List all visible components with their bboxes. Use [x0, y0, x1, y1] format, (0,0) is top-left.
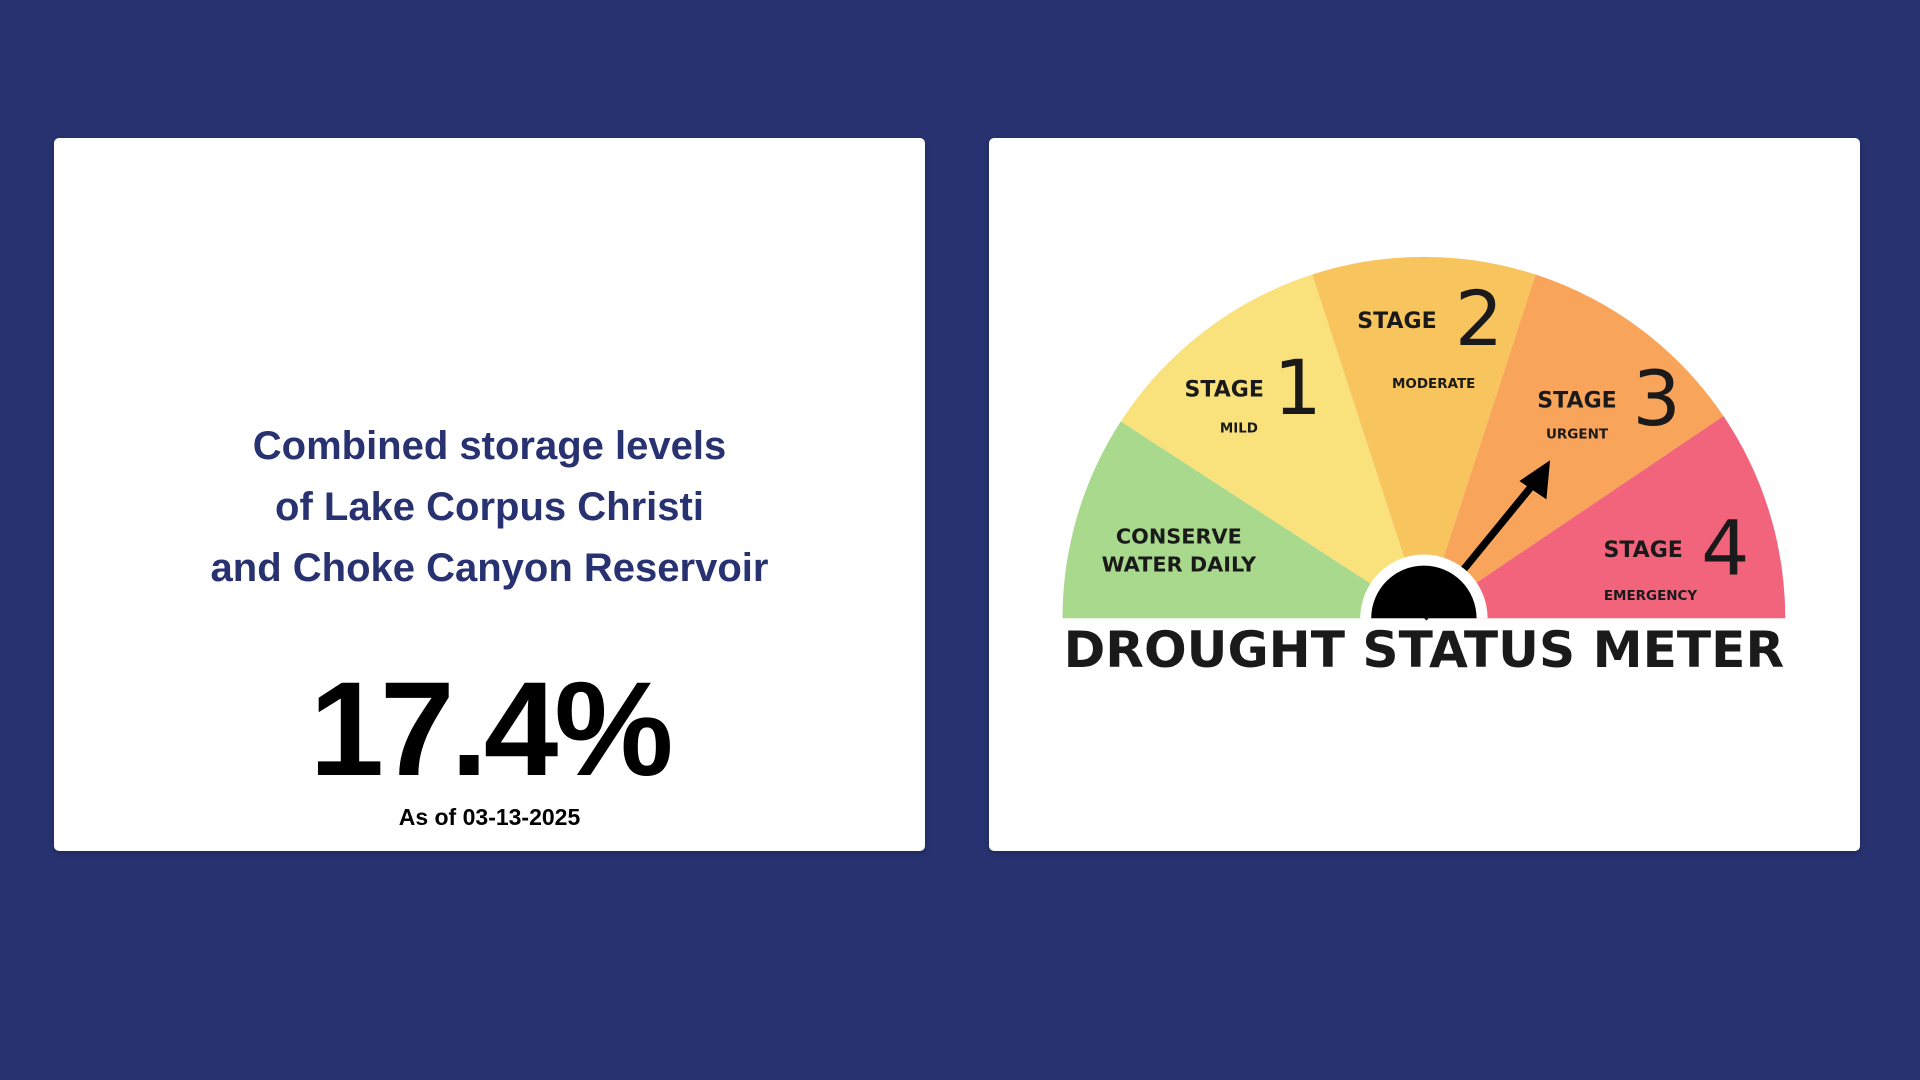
conserve-text: CONSERVE [1116, 524, 1242, 548]
stage-number: 1 [1274, 344, 1322, 432]
meter-wedge [1062, 421, 1424, 619]
stage-label: STAGE [1184, 377, 1263, 402]
stage-number: 4 [1701, 504, 1749, 592]
meter-wedge [1312, 256, 1536, 619]
storage-title: Combined storage levels of Lake Corpus C… [54, 416, 925, 599]
hub [1371, 565, 1477, 619]
stage-level: MODERATE [1392, 376, 1475, 392]
stage-level: MILD [1220, 420, 1258, 436]
conserve-text: WATER DAILY [1102, 553, 1257, 577]
title-line: of Lake Corpus Christi [275, 485, 704, 529]
title-line: Combined storage levels [252, 424, 727, 468]
meter-title: DROUGHT STATUS METER [1064, 620, 1785, 679]
stage-number: 3 [1632, 355, 1680, 443]
title-line: and Choke Canyon Reservoir [210, 546, 769, 590]
needle-head [1519, 460, 1551, 500]
stage-level: EMERGENCY [1604, 588, 1698, 604]
meter-wedge [1423, 274, 1724, 619]
meter-card: CONSERVE WATER DAILY STAGE 1 MILD STAGE … [989, 138, 1860, 851]
stage-level: URGENT [1546, 426, 1609, 442]
stage-number: 2 [1455, 275, 1503, 363]
storage-card: Combined storage levels of Lake Corpus C… [54, 138, 925, 851]
stage-label: STAGE [1603, 538, 1682, 563]
stage-label: STAGE [1357, 309, 1436, 334]
meter-wedge [1120, 274, 1424, 619]
drought-meter: CONSERVE WATER DAILY STAGE 1 MILD STAGE … [1062, 256, 1786, 679]
meter-wedge [1423, 416, 1786, 619]
storage-value: 17.4% [309, 655, 674, 804]
wedges [1062, 256, 1786, 619]
stage-label: STAGE [1537, 388, 1616, 413]
as-of-date: As of 03-13-2025 [398, 804, 581, 830]
